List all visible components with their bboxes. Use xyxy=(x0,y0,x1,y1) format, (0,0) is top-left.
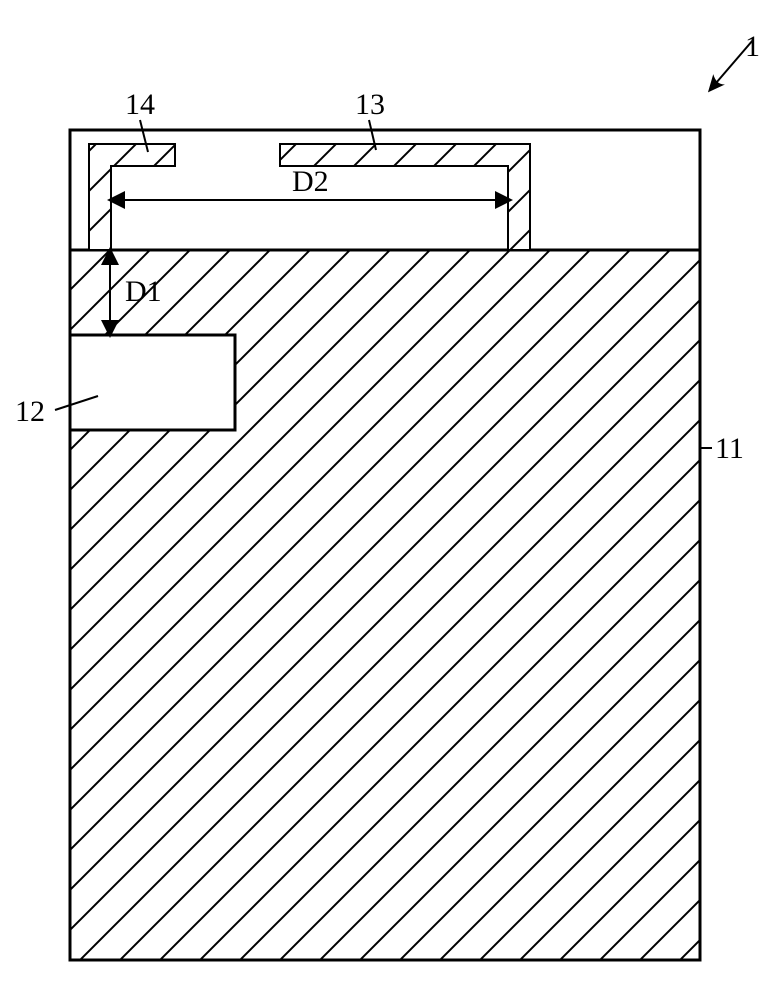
dim-d1-label: D1 xyxy=(125,275,162,309)
label-13: 13 xyxy=(355,88,385,122)
label-1: 1 xyxy=(745,30,760,64)
label-11: 11 xyxy=(715,432,744,466)
cutout-12 xyxy=(70,335,235,430)
label-14: 14 xyxy=(125,88,155,122)
dim-d2-label: D2 xyxy=(292,165,329,199)
antenna-diagram xyxy=(0,0,771,1000)
label-12: 12 xyxy=(15,395,45,429)
